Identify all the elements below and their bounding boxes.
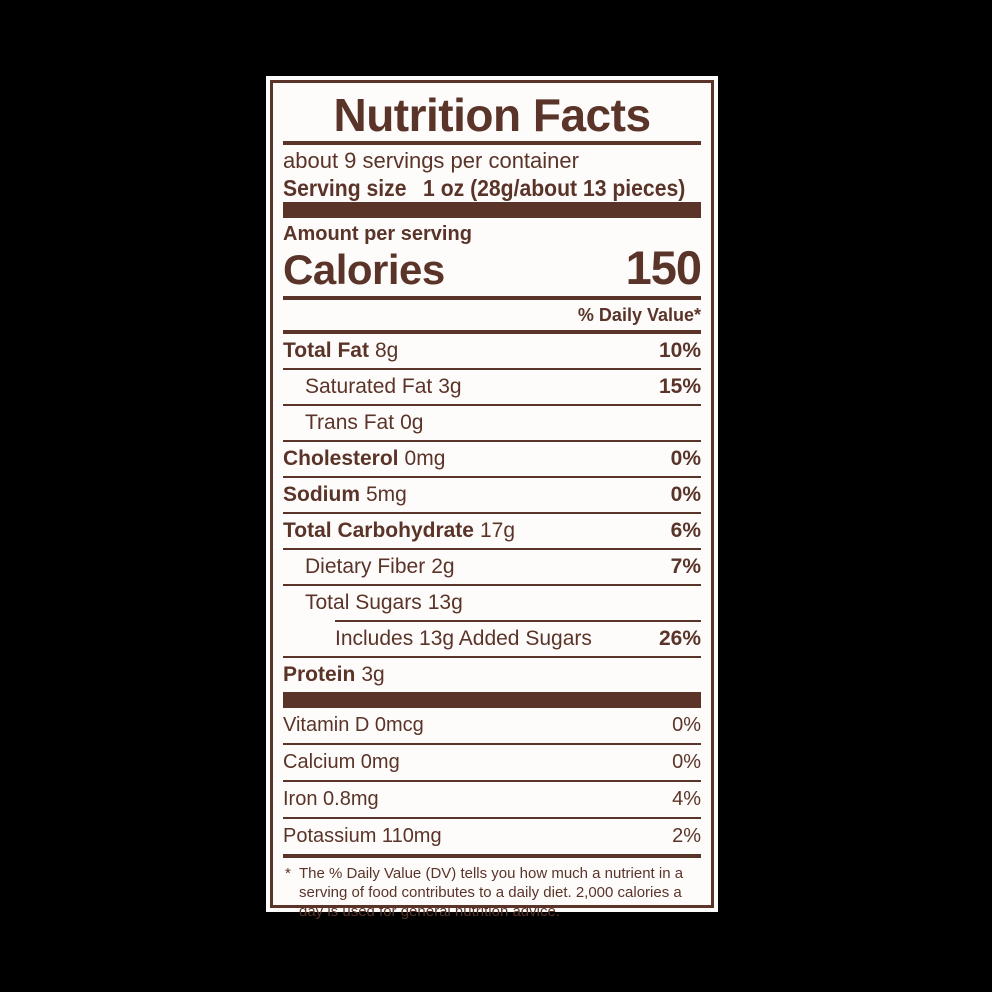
serving-size-value: 1 oz (28g/about 13 pieces) (423, 175, 686, 201)
nutrient-divider (335, 620, 701, 622)
nutrient-label: Trans Fat (305, 411, 395, 434)
vitamin-list: Vitamin D 0mcg 0% Calcium 0mg 0% Iron 0.8mg 4… (283, 708, 701, 854)
nutrient-name: Total Carbohydrate 17g (283, 519, 515, 543)
vitamin-divider (283, 817, 701, 819)
vitamin-name: Iron 0.8mg (283, 788, 379, 810)
nutrient-divider (283, 656, 701, 658)
nutrient-name: Total Sugars 13g (305, 591, 463, 615)
vitamin-daily-value: 0% (672, 751, 701, 773)
nutrient-label: Total Fat (283, 339, 369, 362)
nutrient-amount: 0g (400, 411, 424, 434)
nutrient-name: Dietary Fiber 2g (305, 555, 455, 579)
nutrient-label: Total Sugars (305, 591, 422, 614)
nutrient-amount: 2g (431, 555, 455, 578)
nutrient-name: Cholesterol 0mg (283, 447, 445, 471)
nutrient-daily-value: 0% (670, 483, 701, 506)
divider-under-dv-header (283, 330, 701, 334)
vitamin-row: Vitamin D 0mcg 0% (283, 708, 701, 743)
nutrient-divider (283, 368, 701, 370)
divider-under-title (283, 141, 701, 145)
vitamin-name: Vitamin D 0mcg (283, 714, 424, 736)
calories-row: Calories 150 (283, 241, 702, 296)
nutrient-amount: 0mg (404, 447, 446, 470)
vitamin-divider (283, 780, 701, 782)
nutrient-divider (283, 584, 701, 586)
nutrient-amount: 13g (427, 591, 463, 614)
nutrient-daily-value: 26% (658, 627, 701, 650)
nutrient-row: Total Sugars 13g (283, 586, 701, 620)
nutrient-divider (283, 512, 701, 514)
nutrient-amount: 3g (438, 375, 462, 398)
nutrient-daily-value: 6% (670, 519, 701, 542)
serving-size-label: Serving size (283, 175, 407, 201)
nutrient-label: Includes 13g Added Sugars (335, 627, 592, 650)
nutrient-row: Dietary Fiber 2g 7% (283, 550, 701, 584)
amount-per-serving-label: Amount per serving (283, 223, 472, 245)
vitamin-name: Calcium 0mg (283, 751, 400, 773)
nutrient-divider (283, 440, 701, 442)
nutrient-row: Includes 13g Added Sugars 26% (283, 622, 701, 656)
vitamin-divider (283, 743, 701, 745)
vitamin-daily-value: 0% (672, 714, 701, 736)
nutrient-amount: 3g (361, 663, 385, 686)
nutrient-row: Cholesterol 0mg 0% (283, 442, 701, 476)
nutrient-row: Total Fat 8g 10% (283, 334, 701, 368)
nutrient-label: Sodium (283, 483, 360, 506)
divider-under-calories (283, 296, 701, 300)
footnote-star: * (285, 865, 291, 882)
nutrient-name: Saturated Fat 3g (305, 375, 462, 399)
nutrient-daily-value: 15% (658, 375, 701, 398)
nutrient-daily-value: 10% (658, 339, 701, 362)
footnote: * The % Daily Value (DV) tells you how m… (283, 858, 701, 925)
nutrient-amount: 8g (374, 339, 399, 362)
nutrient-amount: 17g (479, 519, 516, 542)
nutrient-row: Total Carbohydrate 17g 6% (283, 514, 701, 548)
nutrient-label: Cholesterol (283, 447, 399, 470)
divider-thick-after-serving (283, 202, 701, 218)
nutrient-name: Includes 13g Added Sugars (335, 627, 592, 651)
nutrient-name: Trans Fat 0g (305, 411, 423, 435)
vitamin-row: Iron 0.8mg 4% (283, 782, 701, 817)
serving-size-row: Serving size 1 oz (28g/about 13 pieces) (283, 174, 685, 202)
calories-value: 150 (625, 241, 702, 294)
nutrient-amount: 5mg (366, 483, 407, 506)
calories-label: Calories (283, 246, 445, 293)
nutrient-daily-value: 7% (670, 555, 701, 578)
vitamin-daily-value: 4% (672, 788, 701, 810)
nutrient-label: Total Carbohydrate (283, 519, 474, 542)
vitamin-name: Potassium 110mg (283, 825, 442, 847)
nutrient-label: Protein (283, 663, 356, 686)
vitamin-row: Potassium 110mg 2% (283, 819, 701, 854)
daily-value-header: % Daily Value* (577, 305, 701, 325)
nutrient-row: Trans Fat 0g (283, 406, 701, 440)
nutrient-divider (283, 476, 701, 478)
nutrient-list: Total Fat 8g 10% Saturated Fat 3g 15% Trans F… (283, 334, 701, 692)
nutrient-label: Saturated Fat (305, 375, 433, 398)
nutrient-divider (283, 404, 701, 406)
divider-thick-after-protein (283, 692, 701, 708)
nutrition-facts-label: Nutrition Facts about 9 servings per con… (266, 76, 718, 920)
nutrition-facts-label-inner: Nutrition Facts about 9 servings per con… (270, 80, 714, 920)
vitamin-daily-value: 2% (672, 825, 701, 847)
nutrient-daily-value: 0% (670, 447, 701, 470)
divider-before-footnote (283, 854, 701, 858)
nutrient-divider (283, 548, 701, 550)
nutrient-row: Sodium 5mg 0% (283, 478, 701, 512)
servings-per-container: about 9 servings per container (283, 148, 579, 173)
footnote-text: The % Daily Value (DV) tells you how muc… (299, 865, 684, 920)
nutrient-name: Sodium 5mg (283, 483, 407, 507)
nutrient-name: Protein 3g (283, 663, 385, 687)
nutrient-row: Protein 3g (283, 658, 701, 692)
nutrient-label: Dietary Fiber (305, 555, 426, 578)
nutrient-name: Total Fat 8g (283, 339, 398, 363)
nutrient-row: Saturated Fat 3g 15% (283, 370, 701, 404)
vitamin-row: Calcium 0mg 0% (283, 745, 701, 780)
page-title: Nutrition Facts (333, 89, 651, 141)
